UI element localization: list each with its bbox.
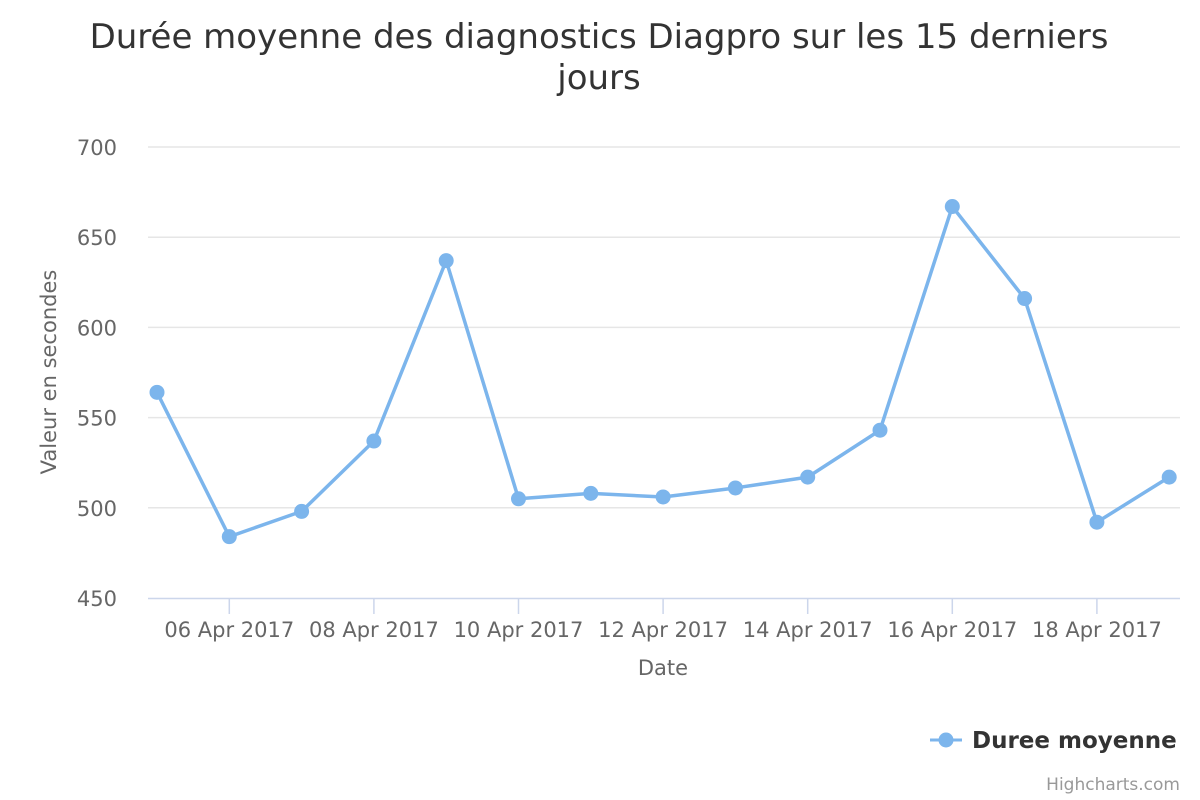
y-axis-labels: 450 500 550 600 650 700	[77, 136, 117, 611]
x-axis-title: Date	[638, 656, 688, 680]
data-point[interactable]	[1161, 469, 1177, 485]
credits-link[interactable]: Highcharts.com	[1046, 775, 1180, 795]
data-point[interactable]	[366, 433, 382, 449]
x-tick-label: 08 Apr 2017	[309, 618, 439, 642]
data-point[interactable]	[511, 491, 526, 507]
data-point[interactable]	[872, 422, 888, 438]
y-tick-label-700: 700	[77, 136, 117, 160]
data-point[interactable]	[583, 485, 599, 501]
x-axis: 06 Apr 2017 08 Apr 2017 10 Apr 2017 12 Apr …	[148, 597, 1180, 642]
data-point[interactable]	[655, 489, 671, 505]
y-tick-label-650: 650	[77, 226, 117, 250]
data-point[interactable]	[438, 253, 454, 269]
data-point[interactable]	[944, 199, 960, 215]
x-tick-label: 12 Apr 2017	[598, 618, 728, 642]
data-point[interactable]	[1017, 291, 1033, 307]
data-point[interactable]	[727, 480, 743, 496]
x-tick-label: 14 Apr 2017	[743, 618, 873, 642]
series-line	[155, 204, 1171, 539]
y-tick-label-550: 550	[77, 407, 117, 431]
grid-lines	[148, 146, 1180, 509]
y-tick-label-600: 600	[77, 316, 117, 340]
chart-title-line-1: Durée moyenne des diagnostics Diagpro su…	[90, 17, 1109, 57]
y-tick-label-450: 450	[77, 587, 117, 611]
data-point[interactable]	[800, 469, 816, 485]
legend-item-label[interactable]: Duree moyenne	[972, 728, 1177, 754]
data-point[interactable]	[221, 529, 237, 545]
legend-marker-icon	[938, 732, 954, 748]
y-tick-label-500: 500	[77, 497, 117, 521]
chart-title-line-2: jours	[556, 58, 641, 98]
data-point[interactable]	[149, 384, 165, 400]
chart-title: Durée moyenne des diagnostics Diagpro su…	[90, 17, 1109, 98]
x-tick-label: 10 Apr 2017	[454, 618, 584, 642]
legend[interactable]: Duree moyenne	[930, 728, 1177, 754]
x-tick-label: 18 Apr 2017	[1032, 618, 1162, 642]
data-point[interactable]	[294, 503, 310, 519]
y-axis-title: Valeur en secondes	[37, 270, 61, 475]
data-point[interactable]	[1089, 514, 1105, 530]
x-tick-label: 06 Apr 2017	[164, 618, 294, 642]
series-duree-moyenne	[149, 199, 1177, 545]
x-tick-label: 16 Apr 2017	[887, 618, 1017, 642]
